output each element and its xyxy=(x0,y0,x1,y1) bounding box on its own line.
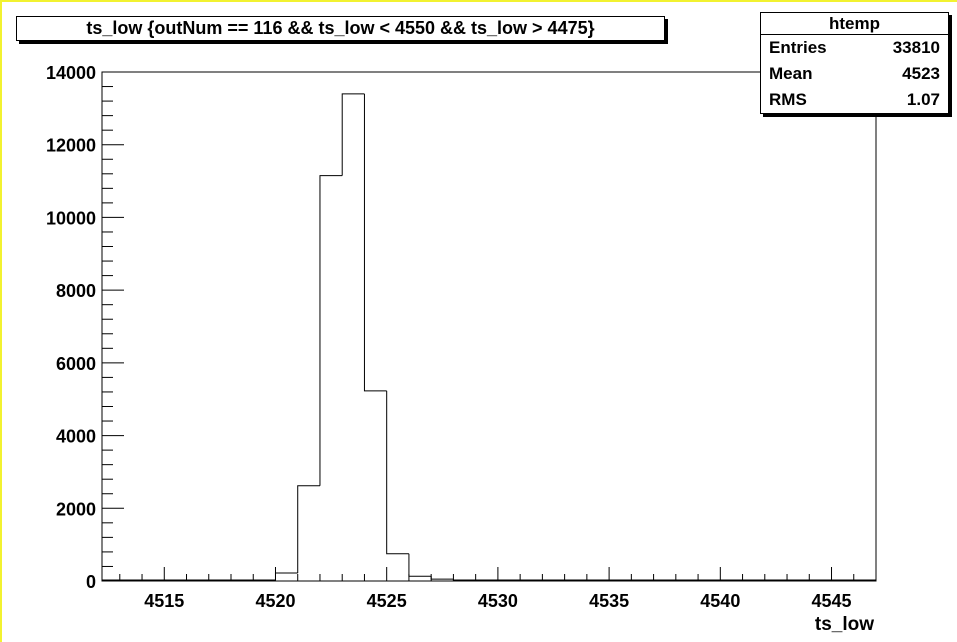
y-tick-label: 0 xyxy=(86,572,96,592)
histogram-bin xyxy=(430,576,454,580)
histogram-bin xyxy=(386,390,409,555)
stats-box: htemp Entries 33810 Mean 4523 RMS 1.07 xyxy=(760,12,949,114)
x-tick-label: 4525 xyxy=(367,591,407,611)
x-tick-label: 4530 xyxy=(478,591,518,611)
stats-row-rms: RMS 1.07 xyxy=(761,87,948,113)
chart-title: ts_low {outNum == 116 && ts_low < 4550 &… xyxy=(16,16,665,41)
stats-label: Entries xyxy=(769,38,827,57)
plot-frame xyxy=(101,71,877,582)
x-axis-title: ts_low xyxy=(815,614,874,635)
y-tick-label: 8000 xyxy=(56,281,96,301)
x-tick-label: 4520 xyxy=(255,591,295,611)
y-tick-label: 6000 xyxy=(56,354,96,374)
stats-row-mean: Mean 4523 xyxy=(761,61,948,87)
stats-label: RMS xyxy=(769,90,807,109)
x-tick-label: 4540 xyxy=(700,591,740,611)
x-tick-label: 4535 xyxy=(589,591,629,611)
y-tick-label: 10000 xyxy=(46,208,96,228)
histogram-bin xyxy=(297,485,320,574)
y-tick-label: 14000 xyxy=(46,63,96,83)
stats-value: 4523 xyxy=(902,64,940,83)
y-tick-label: 4000 xyxy=(56,427,96,447)
stats-label: Mean xyxy=(769,64,813,83)
stats-row-entries: Entries 33810 xyxy=(761,35,948,61)
stats-histogram-name: htemp xyxy=(761,13,948,35)
histogram-bin xyxy=(408,553,432,577)
stats-value: 33810 xyxy=(892,38,940,57)
histogram-bin xyxy=(363,93,387,392)
stats-value: 1.07 xyxy=(906,90,940,109)
y-tick-label: 12000 xyxy=(46,136,96,156)
y-tick-label: 2000 xyxy=(56,499,96,519)
x-tick-label: 4515 xyxy=(144,591,184,611)
histogram-bin xyxy=(452,579,476,581)
histogram-bin xyxy=(274,572,298,580)
histogram-bin xyxy=(319,175,343,486)
x-tick-label: 4545 xyxy=(811,591,851,611)
histogram-bin xyxy=(341,93,365,176)
